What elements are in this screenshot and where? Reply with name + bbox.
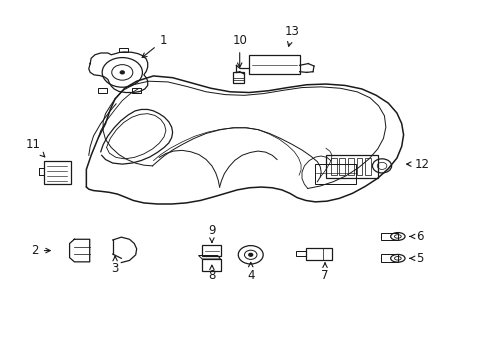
Bar xyxy=(356,158,362,175)
Bar xyxy=(380,255,397,262)
Text: 7: 7 xyxy=(321,263,328,283)
Bar xyxy=(119,48,127,52)
Text: 5: 5 xyxy=(409,252,422,265)
Text: 3: 3 xyxy=(111,256,119,275)
Bar xyxy=(132,88,140,93)
Text: 1: 1 xyxy=(142,34,166,58)
Text: 11: 11 xyxy=(25,138,45,157)
Text: 12: 12 xyxy=(406,158,428,171)
Bar xyxy=(98,88,107,93)
Bar xyxy=(44,161,70,184)
Bar xyxy=(339,158,345,175)
Text: 9: 9 xyxy=(208,224,215,243)
Text: 4: 4 xyxy=(246,262,254,283)
Bar xyxy=(347,158,353,175)
Bar xyxy=(296,251,305,256)
Bar xyxy=(365,158,370,175)
Text: 6: 6 xyxy=(409,230,422,243)
Bar xyxy=(380,233,397,240)
Bar xyxy=(315,164,355,184)
Text: 13: 13 xyxy=(285,25,299,46)
Bar xyxy=(202,259,220,271)
Bar xyxy=(202,244,221,256)
Bar xyxy=(232,72,244,83)
Bar xyxy=(325,154,377,177)
Bar xyxy=(249,55,299,74)
Text: 8: 8 xyxy=(208,265,215,283)
Circle shape xyxy=(248,253,252,256)
Bar xyxy=(305,248,331,260)
Circle shape xyxy=(120,71,124,74)
Text: 2: 2 xyxy=(31,244,50,257)
Bar xyxy=(330,158,336,175)
Text: 10: 10 xyxy=(232,34,246,67)
